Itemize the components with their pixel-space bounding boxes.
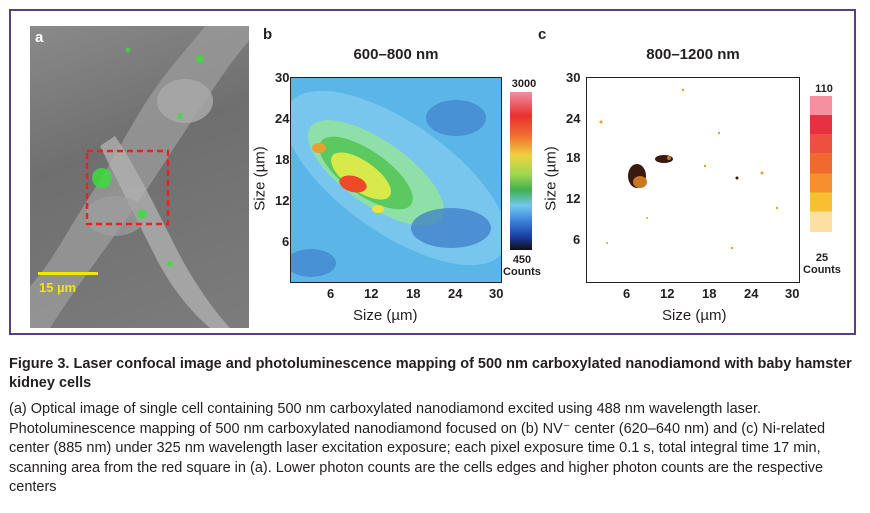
panel-b-xtick: 24: [448, 286, 463, 301]
panel-c-xtick: 12: [660, 286, 675, 301]
panel-b-xtick: 30: [489, 286, 504, 301]
panel-c-xtick: 24: [744, 286, 759, 301]
panel-c-heatmap: [586, 77, 800, 283]
panel-b-title: 600–800 nm: [353, 46, 439, 63]
panel-a-label: a: [35, 29, 44, 46]
figure-frame: [9, 9, 856, 335]
panel-c-ytick: 24: [566, 111, 581, 126]
panel-c-colorbar-min: 25: [815, 252, 829, 264]
panel-c-ytick: 30: [566, 70, 581, 85]
panel-b-ytick: 24: [275, 111, 290, 126]
panel-b-colorbar-max: 3000: [511, 78, 537, 90]
figure-caption-title: Figure 3. Laser confocal image and photo…: [9, 356, 852, 391]
panel-b-xtick: 18: [406, 286, 421, 301]
panel-b-ytick: 18: [275, 152, 290, 167]
panel-b-ytick: 30: [275, 70, 290, 85]
figure-caption-body: (a) Optical image of single cell contain…: [9, 401, 826, 495]
scale-bar: [38, 272, 98, 275]
panel-c-xtick: 30: [785, 286, 800, 301]
panel-b-colorbar: [510, 92, 532, 250]
panel-b-ytick: 6: [282, 234, 290, 249]
panel-c-xlabel: Size (µm): [662, 307, 727, 324]
panel-c-ytick: 6: [573, 232, 581, 247]
panel-b-label: b: [263, 26, 273, 43]
panel-c-ylabel: Size (µm): [542, 146, 560, 211]
panel-c-map: [599, 88, 779, 250]
panel-b-xlabel: Size (µm): [353, 307, 418, 324]
panel-c-label: c: [538, 26, 547, 43]
scale-bar-label: 15 µm: [39, 280, 77, 295]
panel-c-ytick: 12: [566, 191, 581, 206]
panel-b-xtick: 6: [327, 286, 335, 301]
panel-b-colorbar-min: 450: [512, 254, 532, 266]
panel-b-ytick: 12: [275, 193, 290, 208]
panel-b-xtick: 12: [364, 286, 379, 301]
panel-c-colorbar-unit: Counts: [803, 264, 841, 276]
panel-b-colorbar-unit: Counts: [503, 266, 541, 278]
panel-a-microscopy-image: a 15 µm: [30, 26, 249, 328]
panel-c-title: 800–1200 nm: [646, 46, 740, 63]
panel-c-ytick: 18: [566, 150, 581, 165]
panel-c-xtick: 6: [623, 286, 631, 301]
panel-b-heatmap: [290, 77, 502, 283]
panel-b-contour: [291, 78, 501, 282]
panel-c-colorbar: [810, 96, 832, 232]
panel-c-xtick: 18: [702, 286, 717, 301]
red-square-roi: [85, 149, 170, 226]
cell-illustration: [30, 26, 249, 328]
panel-b-ylabel: Size (µm): [251, 146, 269, 211]
panel-c-colorbar-max: 110: [815, 83, 833, 95]
